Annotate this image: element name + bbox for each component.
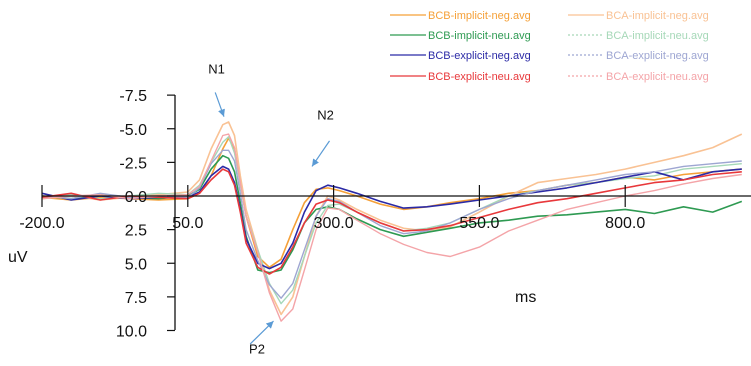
x-tick-label: 550.0 xyxy=(459,215,499,232)
series-line-6 xyxy=(41,149,742,299)
legend-label-6: BCA-explicit-neg.avg xyxy=(606,50,709,62)
series-line-8 xyxy=(41,133,742,322)
series-line-3 xyxy=(41,154,743,274)
y-tick-label: 5.0 xyxy=(125,256,147,273)
legend: BCB-implicit-neg.avg BCA-implicit-neg.avg… xyxy=(390,10,709,83)
series-line-7 xyxy=(41,168,742,275)
x-tick-label: 800.0 xyxy=(605,215,645,232)
plot-lines xyxy=(41,121,743,322)
annotation-arrow-n1 xyxy=(214,92,225,117)
annotations: N1 N2 P2 xyxy=(208,62,334,357)
annotation-label-n2: N2 xyxy=(317,107,334,122)
annotation-arrow-p2 xyxy=(249,320,274,345)
annotation-label-p2: P2 xyxy=(249,341,265,356)
x-tick-label: 300.0 xyxy=(314,215,354,232)
y-tick-label: -5.0 xyxy=(119,122,147,139)
legend-label-7: BCB-explicit-neu.avg xyxy=(428,71,531,83)
y-tick-label: 0.0 xyxy=(125,189,147,206)
y-tick-label: 7.5 xyxy=(125,290,147,307)
x-axis-unit-label: ms xyxy=(515,289,536,306)
legend-label-8: BCA-explicit-neu.avg xyxy=(606,71,709,83)
legend-label-2: BCA-implicit-neg.avg xyxy=(606,10,709,22)
legend-label-3: BCB-implicit-neu.avg xyxy=(428,30,531,42)
legend-label-4: BCA-implicit-neu.avg xyxy=(606,30,709,42)
y-tick-label: -7.5 xyxy=(119,88,147,105)
series-line-5 xyxy=(41,165,742,270)
annotation-label-n1: N1 xyxy=(208,62,225,77)
axes: -200.0 50.0 300.0 550.0 800.0 -7.5 -5.0 -2.5 0.0… xyxy=(19,88,751,341)
series-line-2 xyxy=(41,121,743,316)
annotation-arrow-n2 xyxy=(311,140,331,167)
legend-label-5: BCB-explicit-neg.avg xyxy=(428,50,531,62)
y-axis-unit-label: uV xyxy=(8,249,28,266)
x-tick-label: -200.0 xyxy=(19,215,64,232)
y-tick-label: 2.5 xyxy=(125,223,147,240)
y-tick-label: -2.5 xyxy=(119,155,147,172)
x-tick-label: 50.0 xyxy=(172,215,203,232)
legend-label-1: BCB-implicit-neg.avg xyxy=(428,10,531,22)
y-tick-label: 10.0 xyxy=(116,324,147,341)
